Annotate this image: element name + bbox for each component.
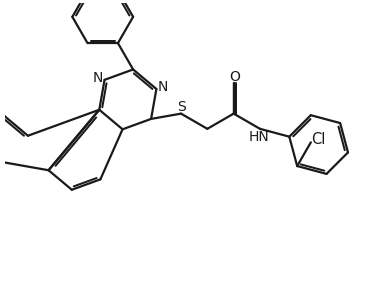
Text: HN: HN (249, 130, 269, 144)
Text: N: N (158, 80, 168, 94)
Text: S: S (178, 100, 186, 114)
Text: N: N (93, 71, 103, 85)
Text: O: O (229, 69, 240, 84)
Text: Cl: Cl (311, 132, 325, 147)
